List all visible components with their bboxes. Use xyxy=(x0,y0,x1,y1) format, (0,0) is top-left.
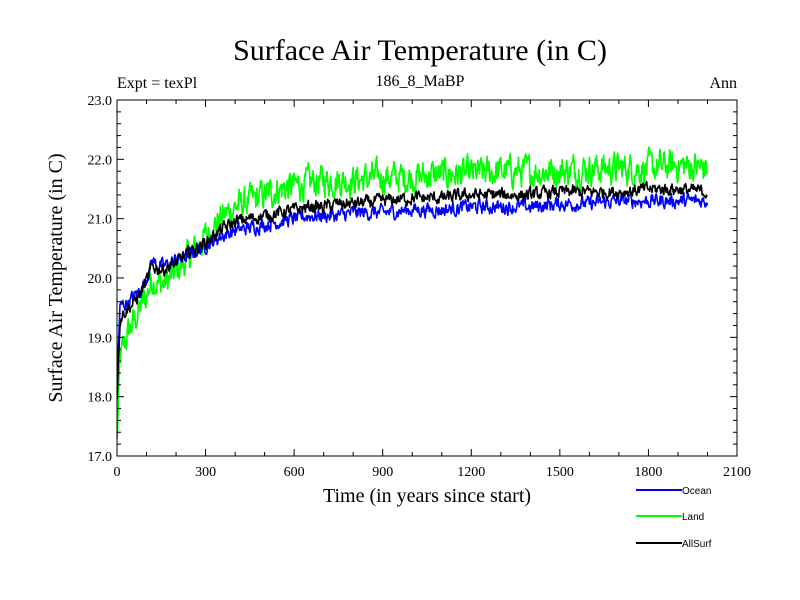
x-tick-label: 1200 xyxy=(457,465,485,480)
legend-label-land: Land xyxy=(682,512,704,523)
chart-title: Surface Air Temperature (in C) xyxy=(233,34,607,67)
x-tick-label: 0 xyxy=(114,465,121,480)
y-tick-label: 22.0 xyxy=(88,153,113,168)
x-tick-label: 900 xyxy=(372,465,393,480)
x-tick-label: 1500 xyxy=(546,465,574,480)
series-line-allsurf xyxy=(117,180,708,400)
x-axis: 0 300 600 900 1200 1500 1800 2100 xyxy=(114,100,751,480)
x-tick-label: 2100 xyxy=(723,465,751,480)
y-tick-label: 20.0 xyxy=(88,272,113,287)
y-axis: 17.0 18.0 19.0 20.0 21.0 22.0 23.0 xyxy=(88,94,737,465)
series-line-land xyxy=(117,146,709,441)
legend-label-allsurf: AllSurf xyxy=(682,539,712,550)
period-label: Ann xyxy=(709,75,737,92)
y-axis-label: Surface Air Temperature (in C) xyxy=(45,153,67,402)
legend-label-ocean: Ocean xyxy=(682,486,711,497)
x-tick-label: 600 xyxy=(284,465,305,480)
legend: Ocean Land AllSurf xyxy=(636,486,712,550)
x-tick-label: 300 xyxy=(195,465,216,480)
plot-frame xyxy=(116,99,738,457)
chart-subtitle: 186_8_MaBP xyxy=(376,73,465,90)
x-tick-label: 1800 xyxy=(634,465,662,480)
y-tick-label: 19.0 xyxy=(88,331,113,346)
y-tick-label: 18.0 xyxy=(88,391,113,406)
series-layer xyxy=(117,146,709,441)
y-tick-label: 23.0 xyxy=(88,94,113,109)
x-axis-label: Time (in years since start) xyxy=(323,485,531,507)
y-tick-label: 17.0 xyxy=(88,450,113,465)
y-tick-label: 21.0 xyxy=(88,213,113,228)
series-line-ocean xyxy=(117,192,709,376)
experiment-label: Expt = texPl xyxy=(117,75,198,92)
